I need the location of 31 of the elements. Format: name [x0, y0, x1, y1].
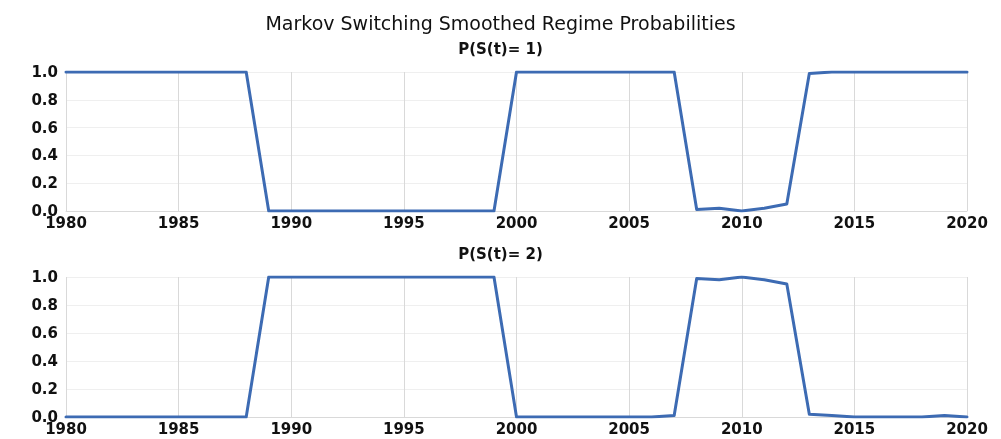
y-tick-label: 1.0 [31, 63, 58, 81]
x-tick-label: 2020 [946, 213, 988, 232]
x-tick-label: 2000 [495, 419, 538, 438]
y-tick-label: 0.8 [31, 90, 58, 109]
x-tick-label: 2020 [946, 419, 988, 438]
x-tick-label: 1995 [383, 213, 425, 232]
line-series [64, 70, 969, 213]
y-tick-label: 0.4 [31, 146, 58, 165]
x-tick-label: 2005 [608, 213, 650, 232]
x-tick-label: 2015 [833, 213, 876, 232]
y-tick-label: 0.4 [31, 352, 58, 370]
x-tick-label: 2015 [833, 419, 876, 438]
x-tick-label: 2010 [720, 419, 763, 438]
y-tick-label: 0.6 [31, 324, 58, 342]
x-tick-label: 1990 [270, 419, 313, 438]
chart-title: P(S(t)= 2) [458, 244, 543, 263]
y-tick-label: 0.2 [31, 380, 58, 398]
x-tick-label: 1995 [383, 419, 425, 438]
y-tick-label: 1.0 [31, 268, 58, 286]
y-tick-label: 0.6 [31, 118, 58, 137]
chart-title: Markov Switching Smoothed Regime Probabilities [265, 11, 736, 34]
x-tick-label: 2000 [495, 213, 538, 232]
y-tick-label: 0.2 [31, 174, 58, 193]
x-tick-label: 1985 [157, 419, 200, 438]
x-tick-label: 1985 [157, 213, 200, 232]
y-tick-label: 0.8 [31, 296, 58, 314]
x-tick-label: 1990 [270, 213, 313, 232]
chart-subtitle: P(S(t)= 1) [458, 39, 543, 58]
x-tick-label: 2010 [720, 213, 763, 232]
line-series [64, 275, 969, 419]
x-tick-label: 2005 [608, 419, 650, 438]
